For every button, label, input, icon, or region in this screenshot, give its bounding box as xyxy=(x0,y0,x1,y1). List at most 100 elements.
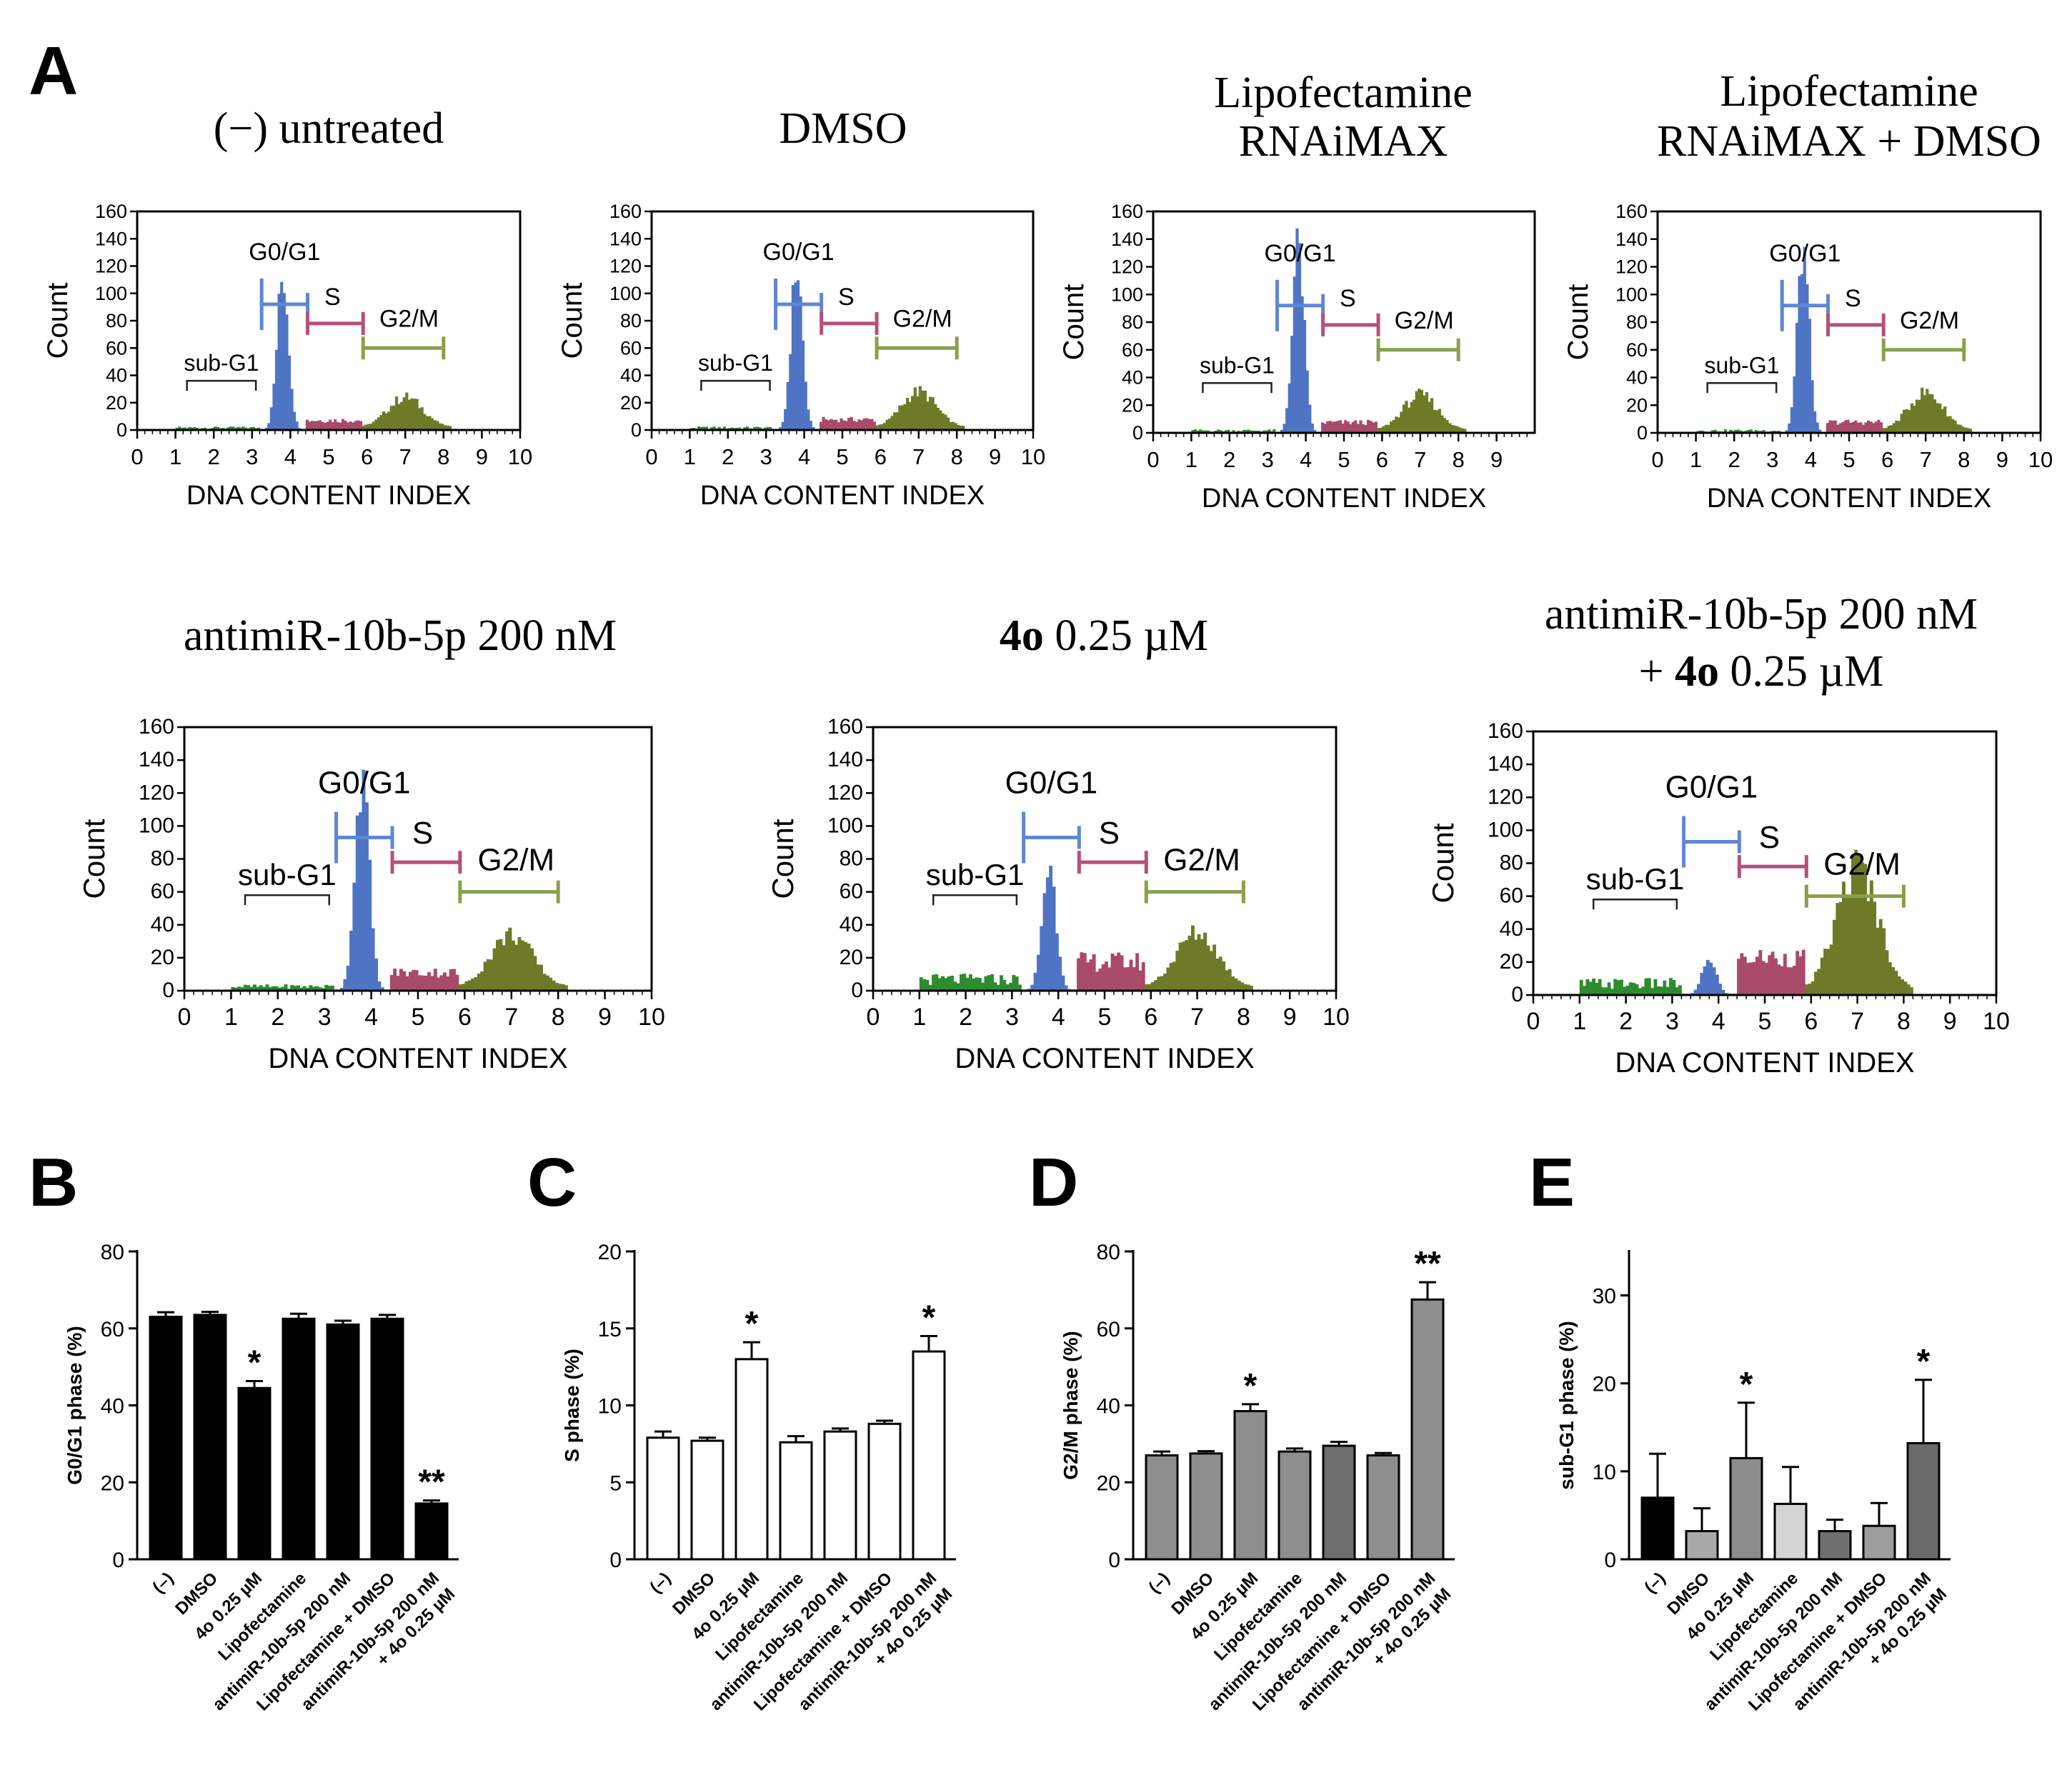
histogram-bar xyxy=(1885,950,1889,995)
histogram-bar xyxy=(334,419,337,430)
histogram-bar xyxy=(1400,411,1403,433)
category-label: (–) xyxy=(1145,1569,1173,1597)
histogram-bar xyxy=(293,411,297,430)
histogram-bar xyxy=(352,422,355,430)
histogram-bar xyxy=(1359,420,1363,433)
histogram-bar xyxy=(318,420,322,430)
x-tick-label: 3 xyxy=(760,444,772,469)
histogram-bar xyxy=(379,415,383,430)
histogram-bar xyxy=(1885,428,1888,433)
histogram-bar xyxy=(1915,399,1919,433)
x-tick-label: 5 xyxy=(1758,1008,1772,1035)
y-tick-label: 40 xyxy=(1500,917,1523,941)
x-tick-label: 0 xyxy=(1147,447,1159,472)
histogram-bar xyxy=(438,423,442,430)
histogram-bar xyxy=(1647,978,1651,995)
y-tick-label: 60 xyxy=(1626,339,1648,361)
y-tick-label: 140 xyxy=(139,748,174,771)
histogram-bar xyxy=(1641,986,1645,995)
histogram-bar xyxy=(1739,430,1743,433)
histogram-bar xyxy=(1625,985,1630,995)
sub-g1-label: sub-G1 xyxy=(1704,352,1779,378)
histogram-bar xyxy=(341,419,345,430)
bar xyxy=(912,1350,946,1561)
histogram-title: (−) untreated xyxy=(214,104,444,153)
histogram-bar xyxy=(321,421,324,430)
histogram-bar xyxy=(433,420,437,430)
g2-label: G2/M xyxy=(379,305,439,332)
histogram-bar xyxy=(414,970,419,991)
x-tick-label: 9 xyxy=(1943,1008,1957,1035)
x-tick-label: 5 xyxy=(836,444,848,469)
sub-g1-bracket xyxy=(1592,898,1678,910)
histogram-bar xyxy=(1958,424,1962,433)
histogram-bar xyxy=(1145,984,1149,991)
histogram-bar xyxy=(392,405,396,430)
bar xyxy=(193,1314,227,1561)
histogram-bar xyxy=(1310,423,1314,433)
histogram-bar xyxy=(1129,959,1133,991)
histogram-bar xyxy=(947,976,951,991)
histogram-bar xyxy=(1938,403,1942,433)
y-tick-label: 120 xyxy=(1111,256,1143,278)
y-tick-label: 40 xyxy=(106,365,127,386)
histogram-bar xyxy=(1379,427,1383,433)
histogram-bar xyxy=(996,984,1000,991)
histogram-bar xyxy=(226,427,230,430)
histogram-bar xyxy=(1295,228,1299,433)
histogram-bar xyxy=(852,421,856,430)
histogram-bar xyxy=(183,427,186,430)
histogram-bar xyxy=(1638,988,1642,995)
histogram-bar xyxy=(1861,424,1866,433)
g1-label: G0/G1 xyxy=(1769,240,1841,267)
histogram-bar xyxy=(1196,430,1200,433)
histogram-bar xyxy=(331,422,334,430)
histogram-bar xyxy=(926,401,930,430)
histogram-bar xyxy=(1788,423,1791,433)
x-tick-label: 6 xyxy=(458,1004,472,1031)
histogram-bar xyxy=(1903,981,1908,995)
histogram-bar xyxy=(1413,399,1416,433)
histogram-bar xyxy=(885,419,889,430)
sub-g1-label: sub-G1 xyxy=(238,858,337,891)
histogram-bar xyxy=(1201,430,1205,433)
histogram-bar xyxy=(458,984,462,991)
histogram-bar xyxy=(1901,979,1904,995)
histogram-bar xyxy=(558,984,562,991)
histogram-bar xyxy=(552,980,556,991)
histogram-bar xyxy=(389,406,393,430)
histogram-bar xyxy=(229,426,232,430)
histogram-bar xyxy=(1187,936,1192,991)
histogram-bar xyxy=(305,419,309,430)
histogram-bar xyxy=(1723,429,1728,433)
histogram-bar xyxy=(1910,987,1913,995)
histogram-bar xyxy=(702,426,706,430)
y-tick-label: 120 xyxy=(95,256,127,277)
histogram-bar xyxy=(888,419,892,430)
y-tick-label: 100 xyxy=(1488,818,1523,841)
histogram-bar xyxy=(1052,886,1056,991)
g1-label: G0/G1 xyxy=(1005,766,1098,801)
histogram-bar xyxy=(1377,428,1380,433)
histogram-bar xyxy=(1729,429,1733,433)
histogram-bar xyxy=(957,424,960,430)
histogram-bar xyxy=(1951,419,1955,433)
bar xyxy=(1906,1441,1941,1561)
y-tick-label: 80 xyxy=(101,1241,124,1264)
histogram-bar xyxy=(1292,276,1296,433)
histogram-bar xyxy=(699,427,703,430)
histogram-bar xyxy=(441,424,444,430)
histogram-bar xyxy=(1290,336,1294,433)
histogram-bar xyxy=(1282,424,1286,433)
histogram-bar xyxy=(802,340,805,430)
bar xyxy=(646,1436,680,1561)
significance-mark: * xyxy=(1917,1343,1931,1381)
histogram-bar xyxy=(1838,423,1842,433)
histogram-bar xyxy=(745,426,749,430)
histogram-bar xyxy=(1199,429,1202,433)
histogram-bar xyxy=(480,971,484,991)
histogram-bar xyxy=(387,411,391,430)
histogram-bar xyxy=(812,427,815,430)
histogram-bar xyxy=(1450,424,1454,433)
histogram-bar xyxy=(1120,955,1124,991)
